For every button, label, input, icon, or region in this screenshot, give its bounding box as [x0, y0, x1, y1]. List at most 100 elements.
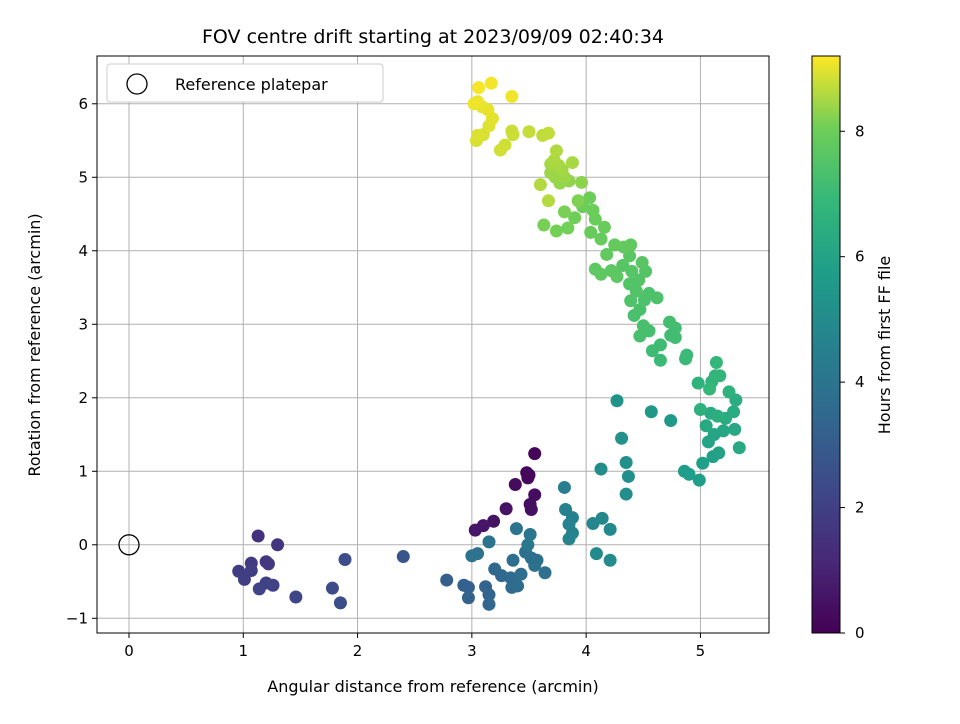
data-point: [608, 238, 622, 252]
data-points: [232, 76, 746, 611]
reference-platepar-marker: [118, 534, 140, 556]
colorbar-tick-label: 6: [855, 248, 865, 266]
y-tick-label: −1: [66, 609, 88, 627]
data-point: [594, 462, 608, 476]
data-point: [588, 262, 602, 276]
colorbar-tick-label: 8: [855, 122, 865, 140]
data-point: [521, 538, 535, 552]
data-point: [633, 329, 647, 343]
data-point: [471, 128, 485, 142]
data-point: [562, 532, 576, 546]
data-point: [396, 550, 410, 564]
axis-ticks: 0 1 2 3 4 5 −1 0 1 2 3 4 5 6: [66, 95, 705, 660]
data-point: [482, 597, 496, 611]
x-tick-label: 4: [581, 642, 591, 660]
data-point: [484, 76, 498, 90]
data-point: [528, 447, 542, 461]
data-point: [680, 348, 694, 362]
data-point: [653, 353, 667, 367]
colorbar: 0 2 4 6 8 Hours from first FF file: [811, 55, 894, 642]
data-point: [664, 414, 678, 428]
data-point: [461, 591, 475, 605]
data-point: [289, 590, 303, 604]
data-point: [699, 419, 713, 433]
colorbar-tick-label: 2: [855, 499, 865, 517]
grid-lines: [97, 56, 769, 633]
data-point: [472, 81, 486, 95]
y-axis-label: Rotation from reference (arcmin): [25, 213, 44, 476]
data-point: [467, 97, 481, 111]
colorbar-label: Hours from first FF file: [875, 256, 894, 435]
data-point: [333, 596, 347, 610]
data-point: [603, 522, 617, 536]
plot-area: [97, 56, 769, 633]
data-point: [509, 522, 523, 536]
y-tick-label: 2: [78, 389, 88, 407]
data-point: [716, 424, 730, 438]
data-point: [732, 441, 746, 455]
data-point: [583, 191, 597, 205]
data-point: [482, 535, 496, 549]
data-point: [711, 409, 725, 423]
data-point: [537, 218, 551, 232]
data-point: [595, 511, 609, 525]
data-point: [636, 319, 650, 333]
data-point: [508, 478, 522, 492]
data-point: [693, 403, 707, 417]
data-point: [538, 566, 552, 580]
data-point: [682, 467, 696, 481]
data-point: [511, 579, 525, 593]
data-point: [523, 528, 537, 542]
data-point: [266, 578, 280, 592]
data-point: [252, 582, 266, 596]
data-point: [251, 529, 265, 543]
x-tick-label: 2: [353, 642, 363, 660]
data-point: [568, 211, 582, 225]
data-point: [615, 431, 629, 445]
data-point: [696, 456, 710, 470]
reference-marker: [118, 534, 140, 556]
x-tick-label: 5: [696, 642, 706, 660]
colorbar-ticks: 0 2 4 6 8: [840, 122, 865, 642]
data-point: [505, 89, 519, 103]
data-point: [709, 356, 723, 370]
data-point: [530, 553, 544, 567]
x-tick-label: 0: [124, 642, 134, 660]
data-point: [610, 270, 624, 284]
data-point: [549, 224, 563, 238]
data-point: [244, 564, 258, 578]
y-tick-label: 6: [78, 95, 88, 113]
data-point: [461, 580, 475, 594]
data-point: [533, 178, 547, 192]
data-point: [727, 405, 741, 419]
data-point: [522, 125, 536, 139]
data-point: [514, 567, 528, 581]
data-point: [440, 573, 454, 587]
data-point: [584, 225, 598, 239]
data-point: [644, 405, 658, 419]
data-point: [505, 124, 519, 138]
data-point: [712, 446, 726, 460]
data-point: [499, 502, 513, 516]
data-point: [722, 385, 736, 399]
data-point: [692, 473, 706, 487]
data-point: [261, 557, 275, 571]
data-point: [481, 103, 495, 117]
legend-box: [106, 63, 384, 103]
data-point: [594, 232, 608, 246]
y-tick-label: 5: [78, 168, 88, 186]
chart-title: FOV centre drift starting at 2023/09/09 …: [202, 26, 664, 48]
y-tick-label: 1: [78, 462, 88, 480]
data-point: [728, 422, 742, 436]
data-point: [524, 503, 538, 517]
y-tick-label: 3: [78, 315, 88, 333]
data-point: [624, 294, 638, 308]
data-point: [589, 547, 603, 561]
y-tick-label: 0: [78, 536, 88, 554]
data-point: [703, 382, 717, 396]
data-point: [557, 205, 571, 219]
data-point: [557, 480, 571, 494]
data-point: [713, 369, 727, 383]
x-tick-label: 3: [467, 642, 477, 660]
